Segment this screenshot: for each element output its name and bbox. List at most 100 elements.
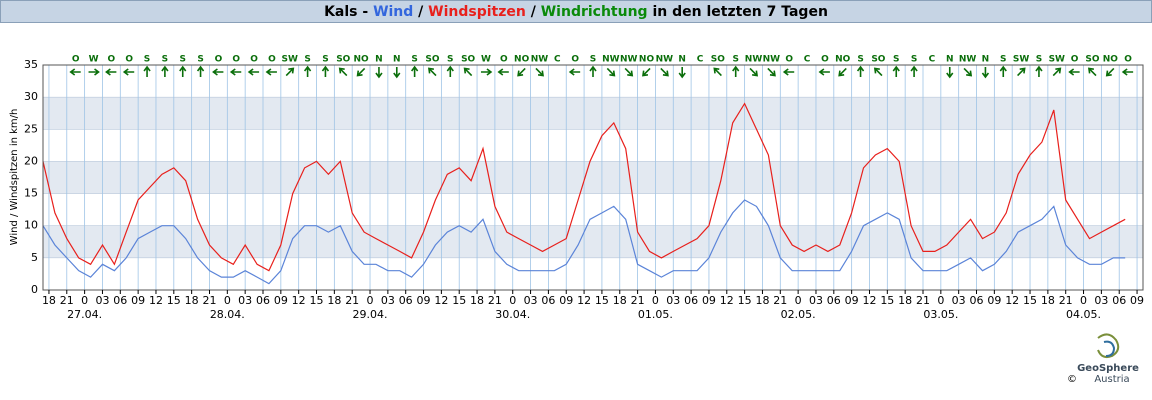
direction-arrow (179, 65, 187, 77)
title-prefix: Kals - (324, 4, 368, 20)
x-tick-label: 18 (42, 294, 56, 307)
direction-label: N (678, 55, 686, 65)
x-tick-label: 18 (1041, 294, 1055, 307)
x-tick-label: 21 (60, 294, 74, 307)
x-tick-label: 03 (238, 294, 252, 307)
x-tick-label: 09 (131, 294, 145, 307)
x-tick-label: 12 (434, 294, 448, 307)
x-tick-label: 21 (631, 294, 645, 307)
logo-swirl (1097, 333, 1120, 359)
direction-arrow (410, 65, 419, 77)
x-tick-label: 21 (916, 294, 930, 307)
y-tick-label: 0 (31, 283, 38, 296)
x-tick-label: 12 (577, 294, 591, 307)
direction-label: SO (336, 55, 350, 65)
title-direction: Windrichtung (541, 4, 648, 20)
x-tick-label: 03 (95, 294, 109, 307)
direction-arrow (910, 65, 918, 77)
y-tick-label: 30 (24, 90, 38, 103)
x-tick-label: 0 (367, 294, 374, 307)
x-tick-label: 03 (1094, 294, 1108, 307)
direction-label: W (89, 55, 99, 65)
direction-arrow (143, 65, 151, 77)
logo-name: GeoSphere (1077, 363, 1139, 374)
x-tick-label: 12 (149, 294, 163, 307)
x-tick-label: 06 (1112, 294, 1126, 307)
x-tick-label: 06 (541, 294, 555, 307)
x-tick-label: 09 (1130, 294, 1144, 307)
band (43, 97, 1143, 130)
direction-arrow (265, 68, 277, 76)
direction-label: S (162, 55, 168, 65)
direction-label: NW (656, 55, 674, 65)
direction-label: O (125, 55, 133, 65)
direction-arrow (732, 65, 740, 77)
x-tick-label: 18 (613, 294, 627, 307)
x-tick-label: 21 (202, 294, 216, 307)
date-label: 04.05. (1066, 308, 1101, 321)
direction-arrow (229, 68, 242, 76)
direction-label: S (322, 55, 328, 65)
title-separator: / (418, 4, 424, 20)
direction-label: SO (1085, 55, 1099, 65)
date-label: 29.04. (353, 308, 388, 321)
direction-label: S (411, 55, 417, 65)
direction-label: O (268, 55, 276, 65)
direction-arrow (818, 68, 830, 76)
date-label: 28.04. (210, 308, 245, 321)
direction-label: C (929, 55, 936, 65)
series-line (42, 199, 1126, 285)
direction-label: C (554, 55, 561, 65)
direction-label: NW (763, 55, 781, 65)
y-tick-label: 35 (24, 58, 38, 71)
x-tick-label: 03 (666, 294, 680, 307)
x-tick-label: 09 (987, 294, 1001, 307)
direction-label: O (250, 55, 258, 65)
direction-label: O (215, 55, 223, 65)
x-tick-label: 15 (738, 294, 752, 307)
direction-label: S (1000, 55, 1006, 65)
x-tick-label: 09 (274, 294, 288, 307)
direction-arrow (660, 67, 669, 77)
direction-arrow (375, 67, 383, 79)
direction-arrow (568, 68, 581, 76)
series-line (42, 102, 1126, 272)
x-tick-label: 12 (292, 294, 306, 307)
direction-label: N (393, 55, 401, 65)
direction-arrow (1105, 67, 1115, 77)
direction-label: S (1036, 55, 1042, 65)
direction-label: S (857, 55, 863, 65)
x-tick-label: 09 (559, 294, 573, 307)
direction-label: O (821, 55, 829, 65)
direction-label: SO (871, 55, 885, 65)
direction-arrow (981, 67, 990, 79)
direction-arrow (767, 67, 776, 77)
direction-label: SO (425, 55, 439, 65)
x-tick-label: 18 (185, 294, 199, 307)
direction-label: SO (711, 55, 725, 65)
x-tick-label: 15 (452, 294, 466, 307)
direction-label: S (893, 55, 899, 65)
x-tick-label: 21 (345, 294, 359, 307)
direction-label: NO (354, 55, 370, 65)
direction-arrow (535, 67, 544, 77)
logo-copyright: © (1067, 374, 1077, 385)
direction-label: NO (639, 55, 655, 65)
direction-arrow (446, 65, 454, 77)
x-tick-label: 15 (310, 294, 324, 307)
direction-arrow (285, 67, 295, 77)
x-tick-label: 0 (509, 294, 516, 307)
direction-label: SW (282, 55, 298, 65)
x-tick-label: 09 (845, 294, 859, 307)
direction-arrow (678, 67, 686, 79)
x-tick-label: 0 (1080, 294, 1087, 307)
direction-arrow (497, 68, 509, 76)
y-tick-label: 5 (31, 251, 38, 264)
x-tick-label: 0 (652, 294, 659, 307)
direction-label: N (375, 55, 383, 65)
x-tick-label: 18 (470, 294, 484, 307)
direction-arrow (463, 67, 473, 77)
x-tick-label: 12 (720, 294, 734, 307)
